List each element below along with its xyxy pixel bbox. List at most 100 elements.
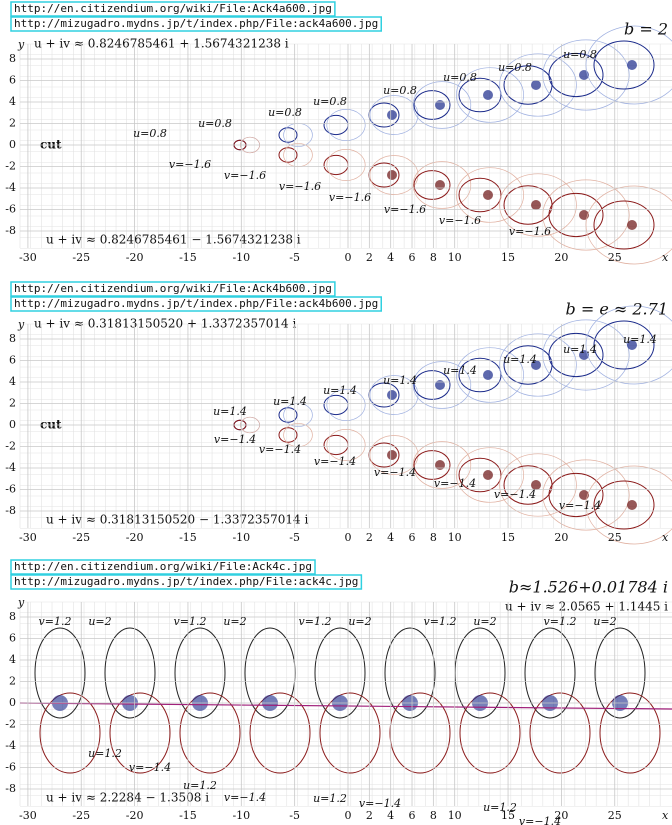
- contour: [179, 692, 241, 774]
- contour: [593, 200, 655, 250]
- y-tick-label: -6: [5, 761, 16, 774]
- contour: [585, 25, 672, 105]
- y-tick-label: -6: [5, 203, 16, 216]
- y-tick-label: 4: [9, 653, 16, 666]
- contour-label: v=−1.6: [509, 225, 551, 238]
- x-tick-label: -25: [72, 809, 90, 822]
- contour-label: u=2: [223, 615, 246, 628]
- contour: [548, 192, 604, 238]
- singularity: [435, 460, 445, 470]
- singularity: [627, 220, 637, 230]
- contour: [389, 692, 451, 774]
- url-box: [10, 559, 316, 575]
- x-tick-label: 10: [448, 251, 462, 264]
- y-tick-label: 6: [9, 74, 16, 87]
- contour: [413, 90, 451, 120]
- x-tick-label: 25: [608, 251, 622, 264]
- x-tick-label: -30: [19, 809, 37, 822]
- contour: [413, 370, 451, 400]
- contour: [459, 692, 521, 774]
- x-tick-label: 0: [345, 809, 352, 822]
- contour: [499, 173, 577, 237]
- contour: [412, 81, 472, 129]
- contour: [369, 435, 419, 475]
- contour-label: v=−1.4: [224, 791, 266, 804]
- y-tick-label: 4: [9, 375, 16, 388]
- contour: [174, 627, 226, 719]
- contour: [323, 394, 349, 416]
- singularity: [483, 470, 493, 480]
- singularity: [483, 370, 493, 380]
- contour-label: v=−1.6: [169, 158, 211, 171]
- url: http://mizugadro.mydns.jp/t/index.php/Fi…: [14, 297, 378, 310]
- url-box: [10, 281, 336, 297]
- contour: [384, 627, 436, 719]
- contour-label: u=1.2: [183, 779, 217, 792]
- contour: [524, 627, 576, 719]
- contour: [548, 332, 604, 378]
- contour: [458, 177, 502, 213]
- singularity: [483, 90, 493, 100]
- contour-label: v=−1.4: [214, 433, 256, 446]
- x-tick-label: 6: [409, 531, 416, 544]
- contour-label: u=0.8: [268, 106, 302, 119]
- b-label: b = 2: [624, 20, 668, 39]
- contour-label: v=1.2: [299, 615, 332, 628]
- contour-label: v=−1.4: [129, 761, 171, 774]
- contour: [412, 361, 472, 409]
- contour-label: v=−1.6: [439, 214, 481, 227]
- contour: [542, 179, 630, 251]
- x-tick-label: -10: [232, 531, 250, 544]
- contour-label: v=−1.4: [359, 797, 401, 810]
- singularity: [435, 380, 445, 390]
- contour: [585, 465, 672, 545]
- x-tick-label: 15: [501, 531, 515, 544]
- url-box: [10, 16, 382, 32]
- contour-label: u=0.8: [563, 48, 597, 61]
- x-tick-label: 4: [387, 251, 394, 264]
- contour: [326, 109, 366, 141]
- contour: [34, 627, 86, 719]
- singularity: [627, 500, 637, 510]
- x-tick-label: -20: [126, 531, 144, 544]
- url: http://mizugadro.mydns.jp/t/index.php/Fi…: [14, 575, 358, 588]
- contour-label: u=1.2: [313, 792, 347, 805]
- x-tick-label: 10: [448, 809, 462, 822]
- contour-label: v=−1.4: [374, 466, 416, 479]
- x-tick-label: -15: [179, 531, 197, 544]
- x-tick-label: 20: [554, 531, 568, 544]
- contour-label: v=−1.6: [224, 169, 266, 182]
- contour: [412, 161, 472, 209]
- contour: [323, 154, 349, 176]
- contour-label: v=−1.4: [434, 477, 476, 490]
- contour: [109, 692, 171, 774]
- x-tick-label: -30: [19, 251, 37, 264]
- contour: [413, 450, 451, 480]
- contour: [458, 77, 502, 113]
- x-tick-label: 20: [554, 809, 568, 822]
- panel: http://en.citizendium.org/wiki/File:Ack4…: [5, 559, 672, 825]
- singularity: [435, 100, 445, 110]
- cut-label: cut: [40, 138, 62, 152]
- x-tick-label: -20: [126, 809, 144, 822]
- contour-label: v=1.2: [174, 615, 207, 628]
- contour-label: v=−1.4: [494, 488, 536, 501]
- url: http://mizugadro.mydns.jp/t/index.php/Fi…: [14, 17, 378, 30]
- contour-label: v=−1.6: [329, 191, 371, 204]
- contour: [599, 692, 661, 774]
- y-tick-label: -4: [5, 181, 16, 194]
- contour-label: u=0.8: [133, 127, 167, 140]
- y-tick-label: 0: [9, 138, 16, 151]
- contour: [369, 95, 419, 135]
- contour: [326, 389, 366, 421]
- x-tick-label: 25: [608, 809, 622, 822]
- contour-label: v=1.2: [424, 615, 457, 628]
- singularity: [387, 390, 397, 400]
- x-tick-label: -5: [289, 531, 300, 544]
- y-tick-label: 2: [9, 117, 16, 130]
- contour-label: v=−1.6: [279, 180, 321, 193]
- contour: [456, 67, 524, 123]
- singularity: [627, 60, 637, 70]
- contour: [278, 427, 298, 443]
- fixed-point-lower: u + iv ≈ 0.31813150520 − 1.3372357014 i: [46, 513, 308, 527]
